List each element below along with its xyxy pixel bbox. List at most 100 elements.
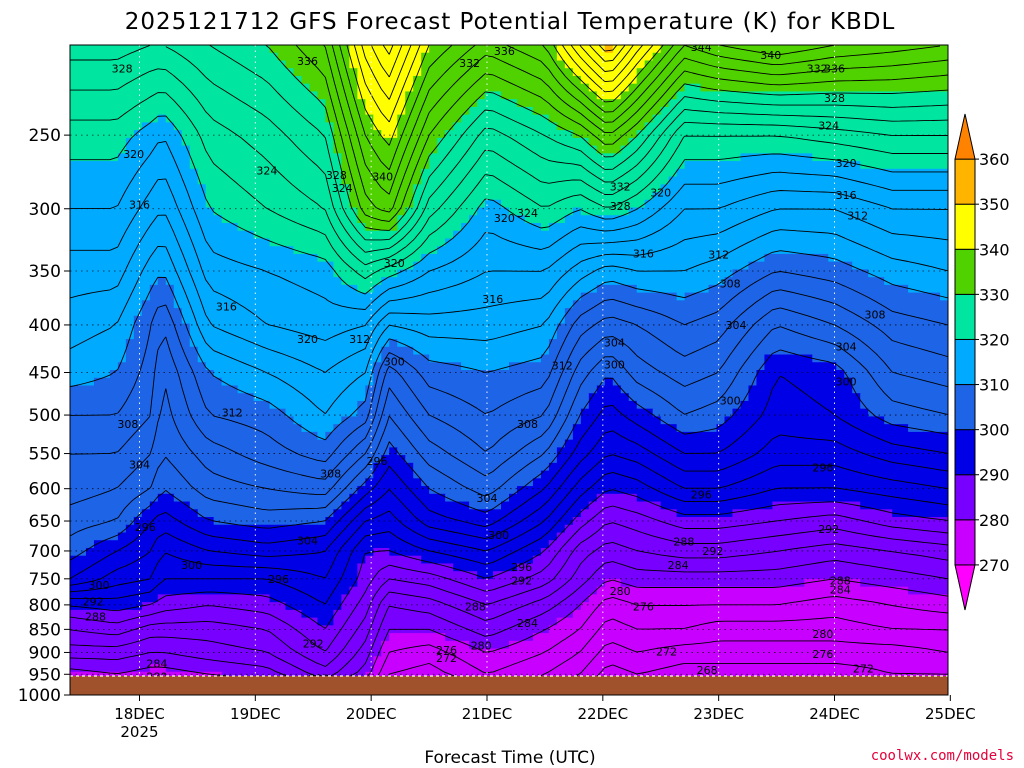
theta-cell (652, 168, 662, 178)
theta-cell (461, 354, 470, 363)
theta-cell (532, 99, 542, 108)
theta-cell (437, 277, 446, 286)
theta-cell (365, 114, 374, 123)
theta-cell (237, 308, 247, 317)
theta-cell (437, 130, 446, 139)
theta-cell (229, 370, 239, 379)
theta-cell (548, 238, 558, 247)
theta-cell (485, 145, 494, 154)
theta-cell (317, 323, 327, 332)
theta-cell (173, 269, 183, 278)
theta-cell (764, 284, 773, 294)
theta-cell (501, 153, 510, 162)
theta-cell (524, 114, 534, 123)
theta-cell (804, 106, 813, 116)
theta-cell (748, 385, 758, 394)
theta-cell (389, 323, 398, 332)
theta-cell (540, 91, 550, 100)
theta-cell (413, 52, 422, 62)
theta-cell (373, 300, 382, 309)
theta-cell (341, 168, 350, 178)
theta-cell (429, 323, 438, 332)
theta-cell (532, 184, 542, 193)
theta-cell (788, 176, 797, 185)
theta-cell (269, 99, 279, 108)
theta-cell (501, 137, 510, 147)
theta-cell (221, 168, 231, 178)
theta-cell (772, 122, 781, 131)
theta-cell (125, 315, 135, 325)
theta-cell (836, 354, 845, 363)
theta-cell (453, 192, 462, 201)
theta-cell (932, 362, 941, 371)
theta-cell (317, 284, 327, 294)
theta-cell (596, 315, 606, 325)
theta-cell (309, 370, 319, 379)
theta-cell (924, 52, 933, 62)
theta-cell (245, 99, 255, 108)
theta-cell (173, 207, 183, 216)
theta-cell (668, 60, 678, 69)
theta-cell (788, 153, 797, 162)
theta-cell (245, 68, 255, 77)
theta-cell (580, 385, 590, 394)
theta-cell (740, 207, 750, 216)
theta-cell (437, 385, 446, 394)
theta-cell (620, 385, 630, 394)
theta-cell (109, 261, 119, 271)
theta-cell (828, 315, 837, 325)
theta-cell (485, 176, 494, 185)
theta-cell (405, 354, 414, 363)
theta-cell (548, 99, 558, 108)
theta-cell (820, 153, 829, 162)
theta-cell (453, 292, 462, 301)
theta-cell (285, 130, 295, 139)
theta-cell (676, 308, 686, 317)
theta-cell (700, 346, 710, 356)
theta-cell (325, 246, 334, 255)
theta-cell (85, 308, 95, 317)
theta-cell (141, 246, 151, 255)
theta-cell (708, 192, 718, 201)
theta-cell (524, 106, 534, 116)
theta-cell (181, 45, 191, 54)
theta-cell (509, 246, 518, 255)
theta-cell (469, 161, 478, 170)
theta-cell (924, 60, 933, 69)
theta-cell (413, 377, 422, 387)
theta-cell (445, 91, 454, 100)
theta-cell (70, 122, 79, 131)
theta-cell (70, 176, 79, 185)
theta-cell (101, 145, 111, 154)
theta-cell (70, 331, 79, 340)
theta-cell (804, 354, 813, 363)
theta-cell (868, 83, 877, 93)
theta-cell (101, 339, 111, 348)
theta-cell (293, 292, 303, 301)
theta-cell (572, 222, 582, 232)
theta-cell (860, 215, 869, 224)
theta-cell (564, 331, 574, 340)
theta-cell (740, 122, 750, 131)
theta-cell (157, 83, 167, 93)
theta-cell (125, 52, 135, 62)
theta-cell (620, 192, 630, 201)
theta-cell (852, 91, 861, 100)
theta-cell (700, 45, 710, 54)
theta-cell (261, 153, 271, 162)
theta-cell (157, 385, 167, 394)
theta-cell (325, 130, 334, 139)
theta-cell (892, 269, 901, 278)
theta-cell (884, 339, 893, 348)
theta-cell (437, 238, 446, 247)
theta-cell (173, 253, 183, 263)
theta-cell (501, 176, 510, 185)
theta-cell (916, 83, 925, 93)
theta-cell (740, 323, 750, 332)
theta-cell (365, 68, 374, 77)
theta-cell (445, 137, 454, 147)
theta-cell (181, 68, 191, 77)
theta-cell (397, 60, 406, 69)
theta-cell (764, 261, 773, 271)
theta-cell (604, 300, 614, 309)
